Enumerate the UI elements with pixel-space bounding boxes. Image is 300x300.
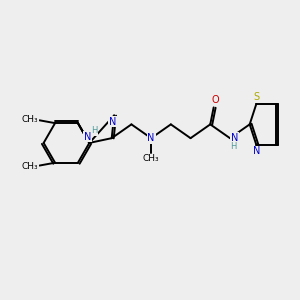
Text: N: N [84,132,92,142]
Text: N: N [230,133,238,143]
Text: O: O [211,95,219,105]
Text: S: S [254,92,260,102]
Text: CH₃: CH₃ [143,154,159,163]
Text: H: H [91,126,98,135]
Text: N: N [109,117,116,127]
Text: H: H [230,142,237,151]
Text: CH₃: CH₃ [21,162,38,171]
Text: N: N [147,133,155,143]
Text: N: N [253,146,261,157]
Text: CH₃: CH₃ [21,115,38,124]
